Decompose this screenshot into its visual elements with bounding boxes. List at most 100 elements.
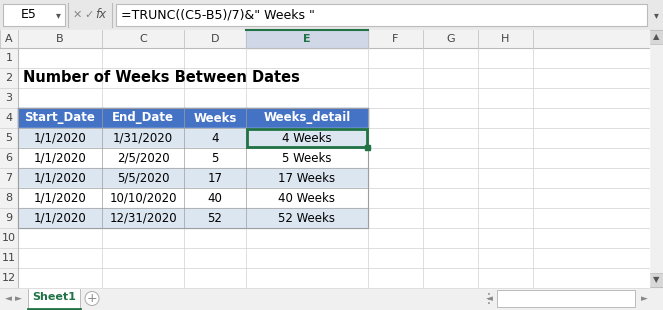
Bar [184, 108, 246, 128]
Text: ▾: ▾ [654, 10, 658, 20]
Bar [0, 0, 663, 30]
Bar [18, 248, 649, 268]
Bar [246, 128, 368, 148]
Bar [0, 168, 18, 188]
Bar [102, 168, 184, 188]
Bar [18, 128, 102, 148]
Text: B: B [56, 34, 64, 44]
Bar [184, 188, 246, 208]
Text: Sheet1: Sheet1 [32, 293, 76, 303]
Bar [0, 128, 18, 148]
Bar [0, 208, 18, 228]
Text: 1/1/2020: 1/1/2020 [34, 192, 86, 205]
Bar [116, 4, 647, 26]
Text: 12: 12 [2, 273, 16, 283]
Text: End_Date: End_Date [112, 112, 174, 125]
Bar [246, 108, 368, 128]
Bar [18, 228, 649, 248]
Text: 5 Weeks: 5 Weeks [282, 152, 332, 165]
Bar [102, 208, 184, 228]
Text: fx: fx [95, 8, 107, 21]
Text: ▲: ▲ [653, 33, 659, 42]
Text: 10: 10 [2, 233, 16, 243]
Bar [28, 287, 80, 309]
Bar [18, 108, 102, 128]
Bar [18, 148, 102, 168]
Text: ✕: ✕ [72, 10, 82, 20]
Text: 9: 9 [5, 213, 13, 223]
Bar [247, 129, 367, 147]
Text: 40 Weeks: 40 Weeks [278, 192, 335, 205]
Bar [18, 208, 649, 228]
Text: =TRUNC((C5-B5)/7)&" Weeks ": =TRUNC((C5-B5)/7)&" Weeks " [121, 8, 315, 21]
Text: ►: ► [15, 294, 21, 303]
Text: Weeks_detail: Weeks_detail [263, 112, 351, 125]
Bar [0, 30, 649, 287]
Bar [246, 148, 368, 168]
Bar [18, 148, 649, 168]
Text: 52: 52 [208, 211, 223, 224]
Text: 2/5/2020: 2/5/2020 [117, 152, 169, 165]
Text: 3: 3 [5, 93, 13, 103]
Text: Number of Weeks Between Dates: Number of Weeks Between Dates [23, 70, 300, 86]
Circle shape [85, 291, 99, 305]
Text: D: D [211, 34, 219, 44]
Text: 5/5/2020: 5/5/2020 [117, 171, 169, 184]
Bar [18, 188, 102, 208]
Text: Start_Date: Start_Date [25, 112, 95, 125]
Text: 40: 40 [208, 192, 223, 205]
Bar [246, 30, 368, 48]
Text: 8: 8 [5, 193, 13, 203]
Text: 52 Weeks: 52 Weeks [278, 211, 335, 224]
Text: 10/10/2020: 10/10/2020 [109, 192, 177, 205]
Text: 1: 1 [5, 53, 13, 63]
Text: 6: 6 [5, 153, 13, 163]
Text: ⋮: ⋮ [482, 291, 496, 305]
Text: ◄: ◄ [5, 294, 11, 303]
Bar [18, 48, 649, 68]
Bar [102, 128, 184, 148]
Text: 1/1/2020: 1/1/2020 [34, 211, 86, 224]
Bar [18, 268, 649, 288]
Bar [18, 68, 649, 88]
Bar [0, 188, 18, 208]
Text: ▾: ▾ [56, 10, 60, 20]
Text: 11: 11 [2, 253, 16, 263]
Bar [0, 248, 18, 268]
Text: 4: 4 [5, 113, 13, 123]
Bar [18, 88, 649, 108]
Bar [102, 188, 184, 208]
Bar [0, 228, 18, 248]
Bar [246, 188, 368, 208]
Bar [102, 148, 184, 168]
Bar [3, 4, 65, 26]
Bar [0, 88, 18, 108]
Text: 5: 5 [211, 152, 219, 165]
Text: 1/1/2020: 1/1/2020 [34, 152, 86, 165]
Text: ✓: ✓ [84, 10, 93, 20]
Text: 1/1/2020: 1/1/2020 [34, 131, 86, 144]
Text: 5: 5 [5, 133, 13, 143]
Text: F: F [392, 34, 398, 44]
Text: ◄: ◄ [485, 294, 493, 303]
Text: 12/31/2020: 12/31/2020 [109, 211, 177, 224]
Text: G: G [446, 34, 455, 44]
Bar [102, 108, 184, 128]
Text: +: + [87, 292, 97, 305]
Text: E: E [303, 34, 311, 44]
Bar [246, 208, 368, 228]
Text: 17: 17 [208, 171, 223, 184]
Bar [18, 168, 649, 188]
Text: 1/31/2020: 1/31/2020 [113, 131, 173, 144]
Text: C: C [139, 34, 147, 44]
Text: 7: 7 [5, 173, 13, 183]
Bar [0, 68, 18, 88]
Bar [246, 168, 368, 188]
Text: 4 Weeks: 4 Weeks [282, 131, 332, 144]
Text: 4: 4 [211, 131, 219, 144]
Bar [0, 108, 18, 128]
Bar [18, 108, 649, 128]
Text: Weeks: Weeks [194, 112, 237, 125]
Bar [0, 287, 663, 310]
Bar [18, 128, 649, 148]
